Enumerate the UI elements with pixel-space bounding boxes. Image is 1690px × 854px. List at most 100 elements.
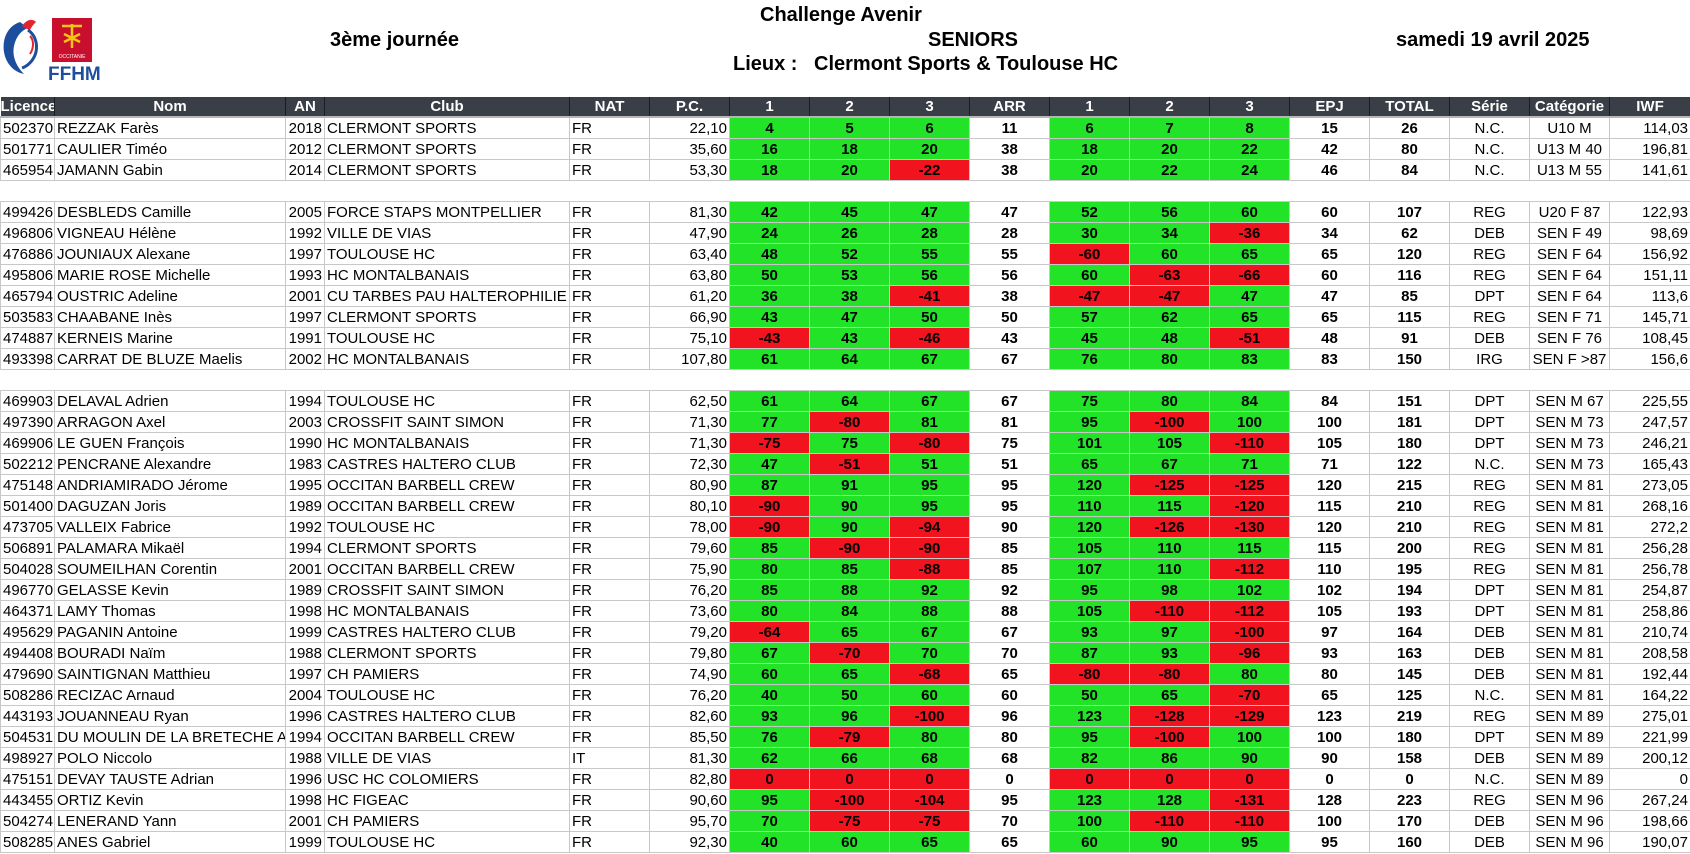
- cell-cj-2: 34: [1129, 222, 1210, 244]
- cell-category: SEN M 67: [1529, 390, 1610, 412]
- table-row: 497390 ARRAGON Axel 2003 CROSSFIT SAINT SIM…: [0, 411, 1690, 433]
- category-label: SENIORS: [928, 29, 1019, 51]
- cell-cj-1: 6: [1049, 116, 1130, 139]
- cell-name: PALAMARA Mikaël: [54, 537, 286, 559]
- cell-total: 120: [1369, 243, 1450, 265]
- column-header-serie: Série: [1449, 97, 1530, 118]
- cell-snatch-1: 18: [729, 159, 810, 181]
- cell-club: TOULOUSE HC: [324, 327, 570, 349]
- cell-snatch-3: 60: [889, 684, 970, 706]
- cell-nationality: FR: [569, 642, 650, 664]
- cell-cj-2: -47: [1129, 285, 1210, 307]
- cell-licence: 497390: [0, 411, 55, 433]
- cell-nationality: FR: [569, 222, 650, 244]
- cell-bodyweight: 90,60: [649, 789, 730, 811]
- cell-snatch-1: 87: [729, 474, 810, 496]
- cell-snatch-best: 80: [969, 726, 1050, 748]
- cell-snatch-3: 70: [889, 642, 970, 664]
- cell-name: GELASSE Kevin: [54, 579, 286, 601]
- table-body: 502370 REZZAK Farès 2018 CLERMONT SPORTS FR 2…: [0, 116, 1690, 853]
- column-header-cj-1: 1: [1049, 97, 1130, 118]
- cell-cj-1: 65: [1049, 453, 1130, 475]
- cell-cj-1: 20: [1049, 159, 1130, 181]
- cell-snatch-3: -41: [889, 285, 970, 307]
- cell-cj-3: 115: [1209, 537, 1290, 559]
- cell-snatch-3: -90: [889, 537, 970, 559]
- table-row: 504531 DU MOULIN DE LA BRETECHE Ar 1994 OCC…: [0, 726, 1690, 748]
- cell-snatch-2: 18: [809, 138, 890, 160]
- cell-cj-best: 105: [1289, 432, 1370, 454]
- cell-year: 1997: [285, 243, 325, 265]
- cell-snatch-1: 76: [729, 726, 810, 748]
- cell-club: CU TARBES PAU HALTEROPHILIE: [324, 285, 570, 307]
- cell-snatch-1: 93: [729, 705, 810, 727]
- cell-bodyweight: 95,70: [649, 810, 730, 832]
- cell-nationality: FR: [569, 159, 650, 181]
- cell-snatch-3: 81: [889, 411, 970, 433]
- cell-iwf-score: 113,6: [1609, 285, 1690, 307]
- cell-snatch-best: 50: [969, 306, 1050, 328]
- cell-nationality: FR: [569, 621, 650, 643]
- cell-bodyweight: 71,30: [649, 432, 730, 454]
- table-row: 502212 PENCRANE Alexandre 1983 CASTRES HALT…: [0, 453, 1690, 475]
- cell-cj-1: 101: [1049, 432, 1130, 454]
- round-label: 3ème journée: [330, 29, 459, 51]
- cell-bodyweight: 107,80: [649, 348, 730, 370]
- cell-category: SEN F 49: [1529, 222, 1610, 244]
- cell-cj-3: -51: [1209, 327, 1290, 349]
- column-header-snatch-2: 2: [809, 97, 890, 118]
- table-row: 502370 REZZAK Farès 2018 CLERMONT SPORTS FR 2…: [0, 116, 1690, 139]
- cell-snatch-2: 50: [809, 684, 890, 706]
- cell-cj-best: 100: [1289, 411, 1370, 433]
- cell-cj-best: 120: [1289, 474, 1370, 496]
- cell-snatch-3: -22: [889, 159, 970, 181]
- cell-year: 2018: [285, 116, 325, 139]
- cell-club: CASTRES HALTERO CLUB: [324, 621, 570, 643]
- cell-snatch-2: 96: [809, 705, 890, 727]
- cell-snatch-3: -46: [889, 327, 970, 349]
- cell-category: SEN M 81: [1529, 642, 1610, 664]
- cell-iwf-score: 247,57: [1609, 411, 1690, 433]
- cell-cj-best: 65: [1289, 306, 1370, 328]
- table-row: 501771 CAULIER Timéo 2012 CLERMONT SPORTS FR…: [0, 138, 1690, 160]
- cell-cj-3: -110: [1209, 432, 1290, 454]
- cell-club: OCCITAN BARBELL CREW: [324, 474, 570, 496]
- cell-bodyweight: 61,20: [649, 285, 730, 307]
- venue-value: Clermont Sports & Toulouse HC: [814, 53, 1119, 75]
- cell-name: LENERAND Yann: [54, 810, 286, 832]
- cell-licence: 496770: [0, 579, 55, 601]
- cell-category: SEN M 81: [1529, 558, 1610, 580]
- cell-iwf-score: 208,58: [1609, 642, 1690, 664]
- column-header-iwf: IWF: [1609, 97, 1690, 118]
- cell-snatch-2: 75: [809, 432, 890, 454]
- cell-snatch-best: 95: [969, 789, 1050, 811]
- cell-name: LAMY Thomas: [54, 600, 286, 622]
- cell-cj-2: 56: [1129, 201, 1210, 223]
- cell-cj-best: 42: [1289, 138, 1370, 160]
- cell-total: 164: [1369, 621, 1450, 643]
- cell-year: 2001: [285, 810, 325, 832]
- cell-total: 122: [1369, 453, 1450, 475]
- cell-licence: 508285: [0, 831, 55, 853]
- cell-iwf-score: 221,99: [1609, 726, 1690, 748]
- cell-cj-1: 0: [1049, 768, 1130, 790]
- cell-cj-3: 90: [1209, 747, 1290, 769]
- cell-series: REG: [1449, 705, 1530, 727]
- cell-cj-2: 80: [1129, 348, 1210, 370]
- cell-snatch-2: 66: [809, 747, 890, 769]
- cell-cj-best: 120: [1289, 516, 1370, 538]
- cell-licence: 502370: [0, 116, 55, 139]
- cell-iwf-score: 156,6: [1609, 348, 1690, 370]
- cell-cj-best: 65: [1289, 684, 1370, 706]
- cell-snatch-1: 85: [729, 579, 810, 601]
- cell-cj-2: -80: [1129, 663, 1210, 685]
- cell-category: SEN M 96: [1529, 831, 1610, 853]
- cell-cj-best: 115: [1289, 495, 1370, 517]
- cell-name: VALLEIX Fabrice: [54, 516, 286, 538]
- cell-iwf-score: 267,24: [1609, 789, 1690, 811]
- cell-name: KERNEIS Marine: [54, 327, 286, 349]
- cell-year: 2001: [285, 558, 325, 580]
- cell-name: DAGUZAN Joris: [54, 495, 286, 517]
- cell-snatch-2: 26: [809, 222, 890, 244]
- cell-series: DPT: [1449, 411, 1530, 433]
